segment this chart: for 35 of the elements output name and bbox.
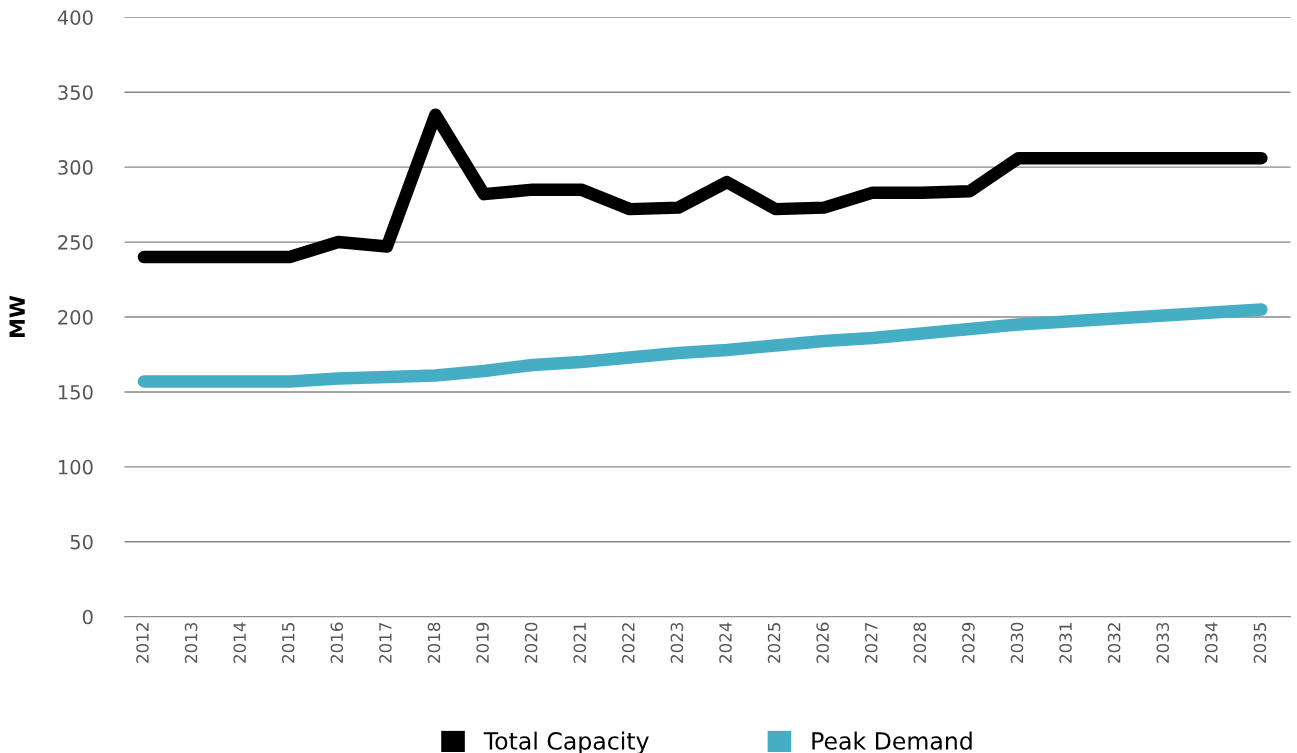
x-tick-label: 2027 (864, 622, 878, 663)
x-tick-label: 2023 (670, 622, 684, 663)
y-tick-label: 400 (57, 10, 93, 25)
x-tick-label: 2033 (1156, 622, 1170, 663)
x-tick-label: 2032 (1107, 623, 1121, 663)
y-tick-label: 200 (58, 309, 93, 325)
x-tick-label: 2030 (1010, 622, 1024, 663)
x-tick-label: 2031 (1059, 623, 1072, 663)
x-tick-label: 2025 (767, 623, 781, 663)
x-tick-label: 2014 (233, 622, 246, 663)
x-tick-label: 2029 (962, 622, 975, 663)
x-tick-label: 2012 (136, 623, 149, 663)
x-tick-label: 2034 (1205, 622, 1218, 663)
x-tick-label: 2026 (816, 622, 829, 663)
x-tick-label: 2021 (573, 623, 587, 663)
x-tick-label: 2019 (476, 622, 489, 663)
y-tick-label: 150 (58, 384, 93, 400)
x-tick-label: 2022 (622, 623, 635, 663)
x-tick-label: 2017 (379, 622, 392, 663)
x-tick-label: 2015 (281, 623, 295, 663)
x-tick-label: 2018 (427, 622, 441, 663)
x-tick-label: 2016 (330, 622, 344, 663)
legend-label: Peak Demand (812, 731, 972, 750)
y-tick-label: 300 (58, 160, 93, 175)
y-tick-label: 250 (58, 235, 93, 250)
x-tick-label: 2028 (913, 622, 927, 663)
y-tick-label: 0 (82, 609, 93, 625)
y-tick-label: 100 (58, 459, 93, 475)
y-tick-label: 350 (58, 85, 93, 100)
x-tick-label: 2035 (1253, 623, 1267, 663)
y-axis-title: MW (9, 295, 25, 337)
x-tick-label: 2013 (184, 622, 198, 663)
x-tick-label: 2020 (524, 622, 538, 663)
y-tick-label: 50 (70, 534, 93, 550)
x-tick-label: 2024 (719, 622, 732, 663)
